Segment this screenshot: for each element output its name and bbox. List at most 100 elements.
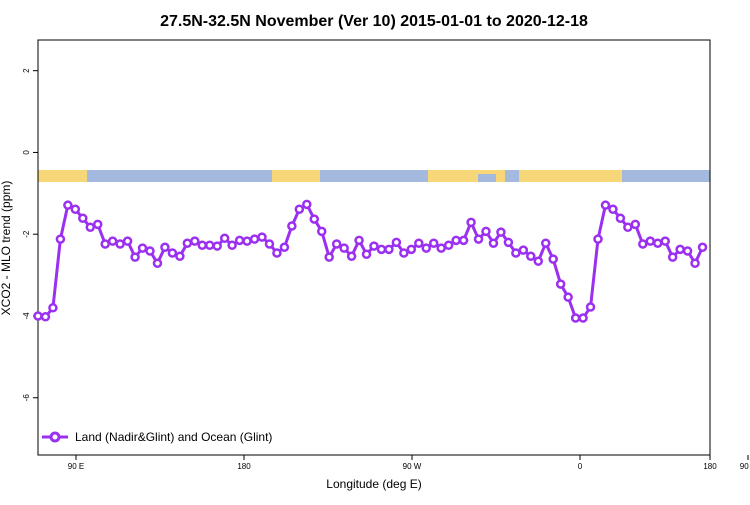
- point: [354, 235, 364, 246]
- point: [436, 243, 446, 253]
- point: [137, 243, 148, 253]
- point: [212, 241, 222, 251]
- x-axis-title: Longitude (deg E): [326, 477, 421, 491]
- point: [294, 204, 305, 215]
- point: [122, 236, 133, 246]
- point: [488, 238, 499, 248]
- point: [63, 200, 73, 210]
- point: [242, 236, 252, 246]
- point: [107, 236, 118, 246]
- legend-label: Land (Nadir&Glint) and Ocean (Glint): [75, 430, 272, 444]
- point: [458, 235, 469, 246]
- point: [451, 235, 461, 246]
- point: [406, 244, 417, 255]
- point: [548, 254, 558, 264]
- point: [600, 200, 611, 210]
- point: [279, 242, 290, 253]
- point: [421, 243, 432, 253]
- point: [33, 311, 43, 321]
- surface-strip: [38, 170, 710, 182]
- y-tick-label: -2: [22, 230, 31, 238]
- point: [481, 226, 491, 237]
- point: [346, 251, 357, 262]
- point: [526, 251, 536, 262]
- point: [167, 248, 178, 258]
- point: [145, 246, 155, 256]
- plot-frame: [37, 39, 711, 456]
- point: [518, 245, 529, 255]
- point: [78, 213, 88, 224]
- point: [496, 227, 506, 237]
- point: [376, 244, 387, 255]
- point: [85, 222, 96, 233]
- point: [175, 251, 185, 262]
- point: [391, 237, 402, 248]
- x-tick-label: 180: [237, 462, 251, 471]
- point: [503, 237, 514, 248]
- point: [182, 238, 193, 248]
- x-tick-label: 90 E: [740, 462, 750, 471]
- point: [555, 279, 566, 289]
- point: [570, 313, 581, 323]
- point: [563, 292, 573, 302]
- point: [264, 239, 275, 249]
- point: [257, 232, 267, 242]
- point: [197, 240, 208, 251]
- y-tick-label: 0: [22, 150, 31, 155]
- point: [227, 240, 237, 251]
- point: [593, 234, 603, 244]
- point: [652, 238, 663, 248]
- point: [645, 236, 656, 246]
- point: [40, 312, 51, 322]
- y-tick-label: -4: [22, 312, 31, 320]
- point: [615, 213, 626, 224]
- y-tick-label: -6: [22, 394, 31, 402]
- point: [443, 240, 454, 251]
- point: [623, 222, 633, 233]
- point: [585, 302, 596, 312]
- point: [361, 249, 372, 259]
- point: [428, 238, 439, 248]
- x-tick-label: 90 W: [403, 462, 422, 471]
- point: [92, 219, 103, 230]
- point: [287, 221, 297, 231]
- point: [152, 258, 163, 268]
- point: [675, 244, 685, 255]
- point: [667, 252, 678, 262]
- point: [630, 219, 641, 230]
- point: [70, 204, 81, 215]
- point: [249, 234, 260, 244]
- point: [234, 235, 245, 246]
- point: [272, 248, 282, 258]
- series-line: [37, 202, 704, 320]
- point: [309, 214, 320, 224]
- legend: Land (Nadir&Glint) and Ocean (Glint): [42, 430, 272, 444]
- point: [578, 313, 588, 323]
- point: [414, 238, 424, 248]
- point: [160, 242, 170, 253]
- y-axis-title: XCO2 - MLO trend (ppm): [0, 181, 13, 316]
- point: [399, 248, 409, 258]
- x-tick-label: 90 E: [68, 462, 84, 471]
- x-tick-label: 0: [578, 462, 583, 471]
- point: [324, 252, 334, 262]
- point: [100, 239, 110, 249]
- point: [339, 243, 349, 253]
- point: [316, 226, 327, 237]
- point: [660, 236, 670, 246]
- point: [384, 244, 394, 255]
- x-tick-label: 180: [703, 462, 717, 471]
- point: [302, 199, 312, 210]
- point: [533, 256, 544, 266]
- point: [682, 246, 693, 256]
- point: [540, 238, 551, 248]
- point: [130, 252, 140, 262]
- point: [331, 239, 342, 249]
- point: [48, 303, 58, 313]
- point: [466, 217, 476, 228]
- point: [511, 248, 521, 258]
- point: [369, 241, 379, 251]
- point: [608, 204, 618, 215]
- point: [115, 239, 125, 249]
